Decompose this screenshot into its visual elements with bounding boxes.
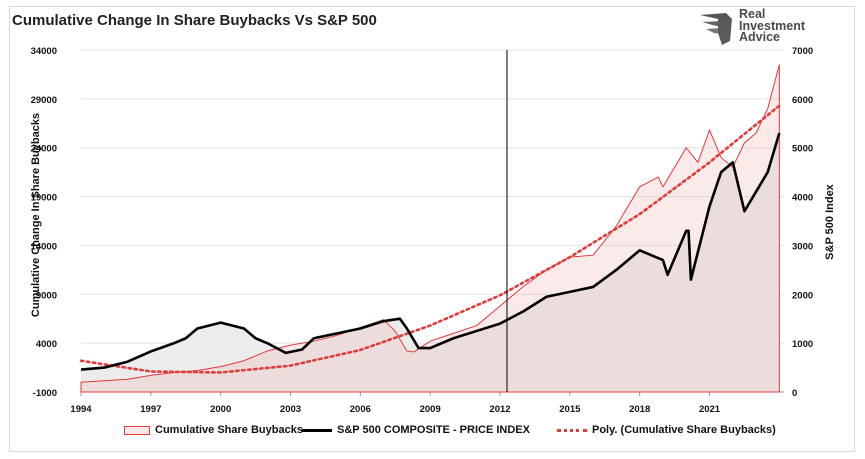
eagle-logo-icon [700, 13, 732, 45]
y2-tick-label: 7000 [792, 46, 813, 57]
legend: Cumulative Share Buybacks S&P 500 COMPOS… [0, 424, 865, 438]
x-tick-label: 1994 [70, 404, 92, 415]
legend-swatch-dotted [557, 428, 587, 432]
y-tick-label: 34000 [31, 46, 57, 57]
legend-swatch-area [124, 425, 150, 435]
y2-tick-label: 5000 [792, 144, 813, 155]
logo-line-3: Advice [739, 30, 780, 44]
series-poly-trendline [79, 104, 781, 374]
x-tick-label: 2003 [280, 404, 301, 415]
series-buybacks-area [80, 64, 780, 393]
x-tick-label: 2006 [350, 404, 371, 415]
legend-label-buybacks: Cumulative Share Buybacks [155, 424, 303, 436]
legend-item-buybacks: Cumulative Share Buybacks [124, 424, 303, 436]
x-tick-label: 2012 [489, 404, 510, 415]
y-tick-label: 24000 [31, 144, 57, 155]
logo-line-1: Real [739, 7, 766, 21]
x-tick-label: 2018 [629, 404, 650, 415]
logo-line-2: Investment [739, 18, 805, 33]
y2-tick-label: 6000 [792, 95, 813, 106]
y-tick-label: 9000 [36, 290, 57, 301]
y2-tick-label: 2000 [792, 290, 813, 301]
logo: Real Investment Advice [696, 7, 826, 47]
logo-text: Real Investment Advice [739, 7, 805, 44]
y-tick-label: 4000 [36, 339, 57, 350]
chart-frame [9, 6, 855, 452]
y-tick-label: 19000 [31, 193, 57, 204]
legend-label-poly: Poly. (Cumulative Share Buybacks) [592, 424, 776, 436]
y2-tick-label: 4000 [792, 193, 813, 204]
x-tick-label: 2009 [420, 404, 441, 415]
sp500-shaded-area [81, 133, 780, 393]
x-tick-label: 2021 [699, 404, 721, 415]
x-tick-label: 1997 [140, 404, 161, 415]
x-tick-label: 2000 [210, 404, 231, 415]
legend-swatch-line [302, 428, 332, 432]
y2-tick-label: 3000 [792, 241, 813, 252]
y-tick-label: -1000 [33, 388, 57, 399]
chart-title: Cumulative Change In Share Buybacks Vs S… [12, 12, 377, 29]
legend-item-poly: Poly. (Cumulative Share Buybacks) [557, 424, 776, 436]
y2-tick-label: 0 [792, 388, 797, 399]
y-tick-label: 29000 [31, 95, 57, 106]
legend-label-sp500: S&P 500 COMPOSITE - PRICE INDEX [337, 424, 530, 436]
legend-item-sp500: S&P 500 COMPOSITE - PRICE INDEX [302, 424, 530, 436]
y2-tick-label: 1000 [792, 339, 813, 350]
series-sp500-line [80, 132, 781, 371]
y-tick-label: 14000 [31, 241, 57, 252]
x-tick-label: 2015 [559, 404, 581, 415]
